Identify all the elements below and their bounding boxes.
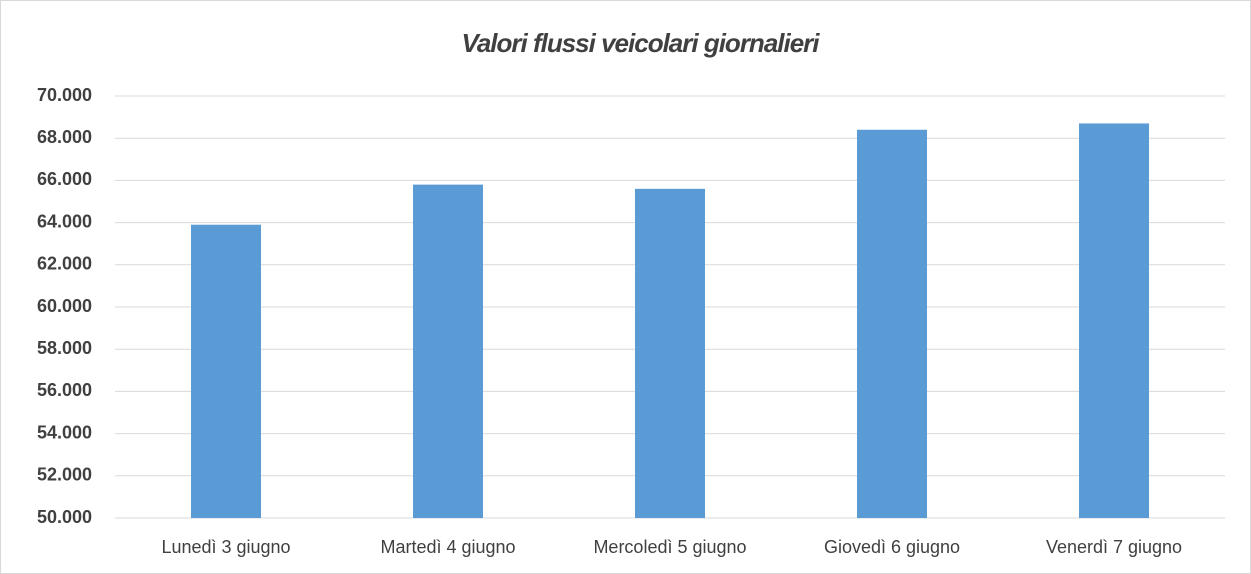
- chart-title: Valori flussi veicolari giornalieri: [461, 28, 820, 58]
- x-tick-label: Martedì 4 giugno: [380, 537, 515, 557]
- bar: [857, 129, 927, 518]
- y-tick-label: 56.000: [37, 380, 92, 400]
- x-tick-label: Mercoledì 5 giugno: [593, 537, 746, 557]
- y-tick-label: 58.000: [37, 338, 92, 358]
- y-tick-label: 60.000: [37, 296, 92, 316]
- bar: [191, 224, 261, 518]
- y-tick-label: 54.000: [37, 422, 92, 442]
- y-tick-label: 62.000: [37, 254, 92, 274]
- y-tick-label: 64.000: [37, 211, 92, 231]
- y-tick-label: 68.000: [37, 127, 92, 147]
- x-tick-label: Lunedì 3 giugno: [161, 537, 290, 557]
- bar: [1079, 123, 1149, 519]
- bar: [635, 188, 705, 518]
- bar: [413, 184, 483, 518]
- y-tick-label: 52.000: [37, 465, 92, 485]
- y-tick-label: 70.000: [37, 85, 92, 105]
- x-tick-label: Giovedì 6 giugno: [824, 537, 960, 557]
- x-tick-label: Venerdì 7 giugno: [1046, 537, 1182, 557]
- y-tick-label: 50.000: [37, 507, 92, 527]
- y-tick-label: 66.000: [37, 169, 92, 189]
